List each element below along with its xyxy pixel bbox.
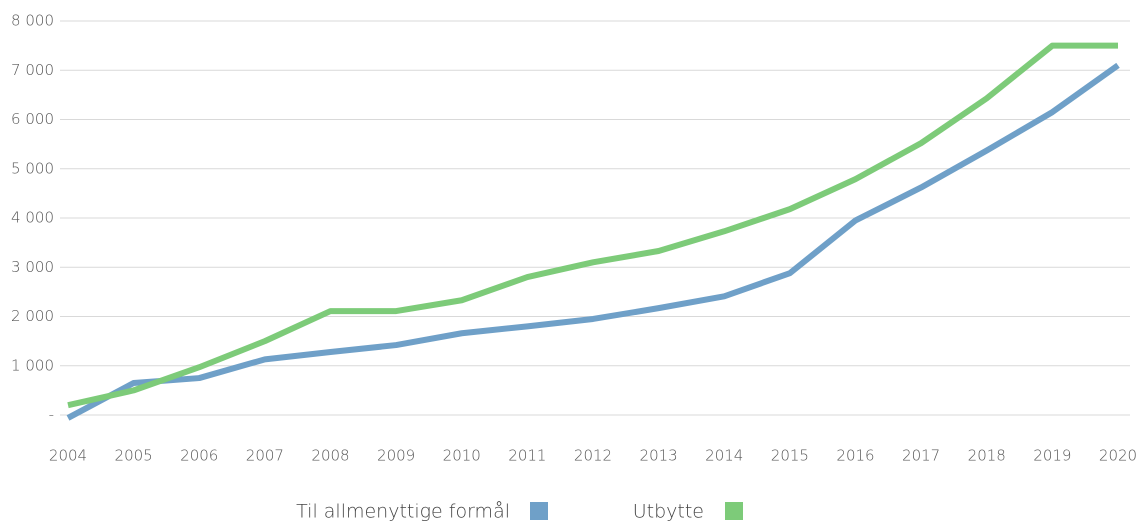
legend-swatch	[530, 502, 548, 520]
y-tick-label: 1 000	[11, 356, 54, 374]
x-tick-label: 2013	[640, 447, 678, 465]
x-tick-label: 2007	[246, 447, 284, 465]
x-tick-label: 2008	[311, 447, 349, 465]
x-tick-label: 2018	[968, 447, 1006, 465]
legend-swatch	[725, 502, 743, 520]
x-tick-label: 2010	[443, 447, 481, 465]
x-tick-label: 2017	[902, 447, 940, 465]
y-tick-label: 6 000	[11, 110, 54, 128]
x-tick-label: 2005	[115, 447, 153, 465]
y-tick-label: 7 000	[11, 61, 54, 79]
series-line	[66, 62, 1120, 421]
x-tick-label: 2016	[836, 447, 874, 465]
y-tick-label: 5 000	[11, 159, 54, 177]
x-tick-label: 2012	[574, 447, 612, 465]
y-tick-label: -	[49, 406, 54, 424]
x-tick-label: 2014	[705, 447, 743, 465]
y-tick-label: 4 000	[11, 209, 54, 227]
y-tick-label: 2 000	[11, 307, 54, 325]
series-line	[67, 42, 1118, 409]
legend-label: Til allmenyttige formål	[296, 501, 510, 523]
x-tick-label: 2011	[508, 447, 546, 465]
x-tick-label: 2009	[377, 447, 415, 465]
x-tick-label: 2020	[1099, 447, 1137, 465]
x-tick-label: 2019	[1033, 447, 1071, 465]
y-tick-label: 3 000	[11, 258, 54, 276]
x-tick-label: 2015	[771, 447, 809, 465]
x-tick-label: 2006	[180, 447, 218, 465]
x-tick-label: 2004	[49, 447, 87, 465]
y-tick-label: 8 000	[11, 12, 54, 30]
legend-label: Utbytte	[633, 501, 704, 523]
